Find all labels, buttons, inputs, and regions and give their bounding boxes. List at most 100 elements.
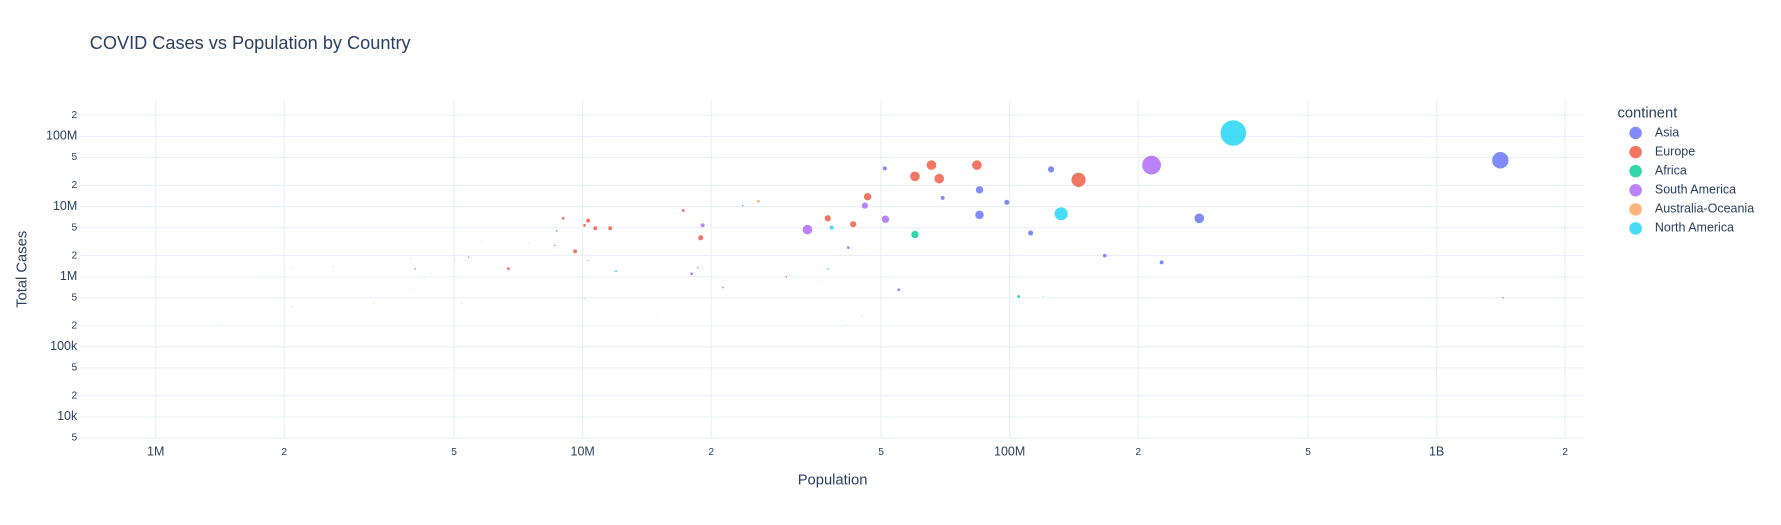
bubble — [846, 245, 851, 250]
y-tick-label: 10M — [53, 199, 77, 213]
bubble — [586, 259, 590, 262]
bubble — [592, 225, 598, 231]
y-tick-label: 2 — [72, 391, 78, 402]
bubble — [940, 195, 946, 201]
bubble — [528, 242, 531, 245]
bubble — [1003, 199, 1010, 206]
x-tick-label: 2 — [708, 447, 714, 458]
bubble — [841, 319, 844, 322]
bubble — [555, 229, 559, 233]
x-tick-label: 2 — [1562, 447, 1568, 458]
y-axis-title: Total Cases — [15, 231, 31, 308]
bubble — [882, 165, 888, 171]
bubble — [332, 328, 334, 331]
bubble — [933, 173, 945, 185]
bubble — [819, 280, 822, 283]
bubble — [331, 265, 334, 268]
bubble — [1141, 155, 1162, 176]
x-tick-label: 2 — [1135, 447, 1141, 458]
legend-label: Asia — [1655, 125, 1679, 139]
bubble — [289, 267, 292, 270]
bubble — [926, 159, 937, 171]
bubble — [971, 159, 983, 171]
bubble — [585, 218, 591, 224]
legend-label: North America — [1655, 221, 1734, 235]
bubble — [1054, 206, 1069, 221]
bubble — [1102, 253, 1108, 258]
bubble — [506, 266, 511, 271]
legend-marker — [1629, 184, 1642, 197]
y-tick-label: 5 — [72, 222, 78, 233]
x-tick-label: 5 — [878, 447, 884, 458]
bubble — [429, 272, 432, 275]
bubble — [1047, 165, 1055, 174]
y-tick-label: 2 — [72, 320, 78, 331]
bubble — [860, 315, 863, 317]
bubble — [291, 305, 294, 308]
bubble — [828, 268, 831, 271]
legend-label: South America — [1655, 183, 1736, 197]
bubble — [849, 220, 857, 228]
bubble — [896, 287, 901, 292]
x-tick-label: 2 — [281, 447, 287, 458]
bubble — [741, 204, 745, 208]
bubble — [607, 225, 613, 231]
bubble — [582, 223, 587, 228]
chart-title: COVID Cases vs Population by Country — [90, 33, 412, 53]
legend-label: Europe — [1655, 144, 1695, 158]
bubble — [267, 275, 270, 278]
bubble — [413, 267, 417, 271]
y-tick-label: 5 — [72, 152, 78, 163]
y-tick-label: 1M — [60, 269, 77, 283]
bubble — [561, 216, 566, 221]
bubble — [1027, 229, 1034, 237]
legend-marker — [1629, 222, 1642, 235]
bubble — [480, 239, 483, 242]
bubble — [1193, 212, 1205, 224]
legend-label: Africa — [1655, 163, 1687, 177]
y-tick-label: 2 — [72, 180, 78, 191]
bubble — [721, 286, 725, 289]
bubble — [553, 243, 557, 247]
bubble — [826, 267, 830, 271]
x-tick-label: 5 — [451, 447, 457, 458]
y-tick-label: 2 — [72, 250, 78, 261]
bubble — [372, 302, 375, 305]
legend-marker — [1629, 164, 1642, 178]
y-tick-label: 5 — [72, 363, 78, 374]
bubble — [1501, 296, 1505, 300]
bubble — [802, 224, 813, 235]
bubble — [901, 308, 903, 311]
bubble — [909, 170, 921, 182]
bubble — [680, 335, 682, 338]
y-tick-label: 100k — [50, 339, 78, 353]
legend-marker — [1629, 126, 1642, 140]
bubble — [861, 201, 869, 210]
bubble — [689, 271, 694, 276]
bubble — [1042, 295, 1045, 298]
bubble — [460, 302, 463, 305]
bubble — [881, 214, 890, 224]
bubble — [700, 265, 703, 268]
bubble — [974, 210, 985, 220]
legend-label: Australia-Oceania — [1655, 202, 1754, 216]
bubble — [218, 324, 221, 327]
bubble — [772, 337, 775, 340]
bubble — [657, 315, 659, 317]
bubble — [409, 257, 412, 260]
bubble — [411, 288, 414, 291]
bubble — [467, 255, 470, 259]
bubble — [975, 185, 984, 195]
x-tick-label: 100M — [994, 444, 1025, 458]
bubble — [863, 192, 872, 201]
bubble — [453, 259, 456, 262]
bubble — [1016, 294, 1021, 299]
bubble — [572, 248, 578, 254]
bubble — [1159, 259, 1165, 265]
x-axis-title: Population — [798, 472, 868, 488]
bubble — [352, 300, 354, 302]
bubble — [583, 298, 586, 300]
